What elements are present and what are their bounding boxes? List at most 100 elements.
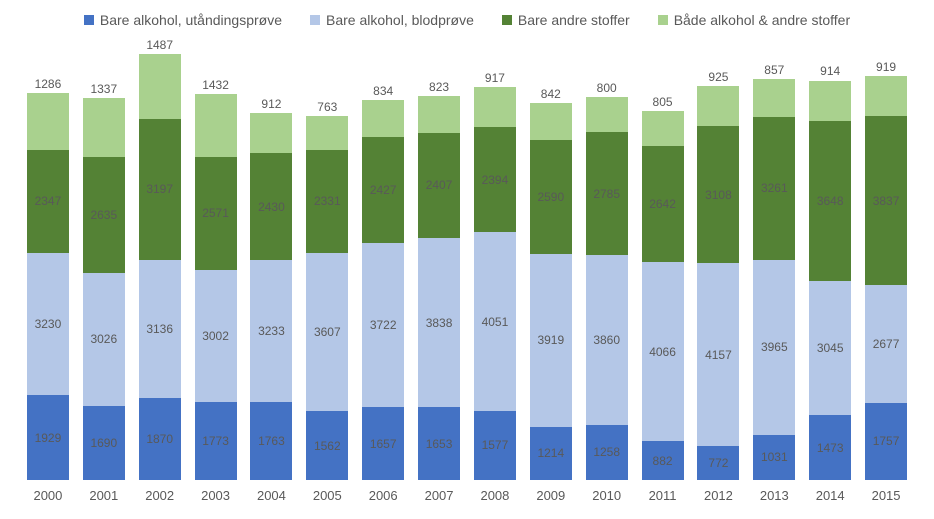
bar-column: 13372635302616902001 <box>76 82 132 503</box>
bar-segment-label: 3002 <box>202 329 229 343</box>
legend-item: Både alkohol & andre stoffer <box>658 12 850 28</box>
bar-segment-label: 772 <box>708 456 728 470</box>
bar-top-label: 1487 <box>146 38 173 52</box>
bar-segment: 3722 <box>362 243 404 407</box>
bar-segment-label: 1258 <box>593 445 620 459</box>
bar-segment-label: 3648 <box>817 194 844 208</box>
bar-segment: 3233 <box>250 260 292 402</box>
bar-segment: 1870 <box>139 398 181 480</box>
bar-segment <box>250 113 292 153</box>
bar-segment-label: 1773 <box>202 434 229 448</box>
bar-segment: 1214 <box>530 427 572 480</box>
bar-segment-label: 1763 <box>258 434 285 448</box>
bar-segment: 2331 <box>306 150 348 253</box>
bar-segment: 2430 <box>250 153 292 260</box>
bar-top-label: 842 <box>541 87 561 101</box>
bar-segment-label: 2331 <box>314 194 341 208</box>
bar-segment-label: 4066 <box>649 345 676 359</box>
bar-segment: 882 <box>642 441 684 480</box>
bar-segment-label: 2427 <box>370 183 397 197</box>
bar-segment-label: 3045 <box>817 341 844 355</box>
bar-column: 925310841577722012 <box>691 70 747 503</box>
bar-segment <box>474 87 516 127</box>
bar-segment: 3838 <box>418 238 460 407</box>
legend-label: Bare alkohol, blodprøve <box>326 12 474 28</box>
bar-segment: 3607 <box>306 253 348 412</box>
bar-segment-label: 3108 <box>705 188 732 202</box>
bar-top-label: 823 <box>429 80 449 94</box>
bar-segment: 3002 <box>195 270 237 402</box>
x-axis-label: 2001 <box>89 488 118 503</box>
legend-label: Bare alkohol, utåndingsprøve <box>100 12 282 28</box>
legend-item: Bare alkohol, utåndingsprøve <box>84 12 282 28</box>
bar-segment <box>642 111 684 146</box>
bar-top-label: 1286 <box>35 77 62 91</box>
bar-segment <box>586 97 628 132</box>
bar-stack: 3261 3965 1031 <box>753 79 795 480</box>
bar-segment <box>195 94 237 157</box>
bar-segment-label: 3965 <box>761 340 788 354</box>
bar-top-label: 919 <box>876 60 896 74</box>
x-axis-label: 2005 <box>313 488 342 503</box>
bar-column: 8342427372216572006 <box>355 84 411 503</box>
bar-segment: 1653 <box>418 407 460 480</box>
bar-segment: 3261 <box>753 117 795 260</box>
bar-top-label: 1432 <box>202 78 229 92</box>
bar-segment-label: 3197 <box>146 182 173 196</box>
x-axis-label: 2003 <box>201 488 230 503</box>
bar-column: 1432 2571 3002 1773 2003 <box>188 78 244 503</box>
bar-segment-label: 3837 <box>873 194 900 208</box>
bar-segment <box>753 79 795 117</box>
x-axis-label: 2002 <box>145 488 174 503</box>
bar-segment: 3197 <box>139 119 181 260</box>
legend-label: Både alkohol & andre stoffer <box>674 12 850 28</box>
bar-segment: 3108 <box>697 126 739 263</box>
bar-segment: 3648 <box>809 121 851 282</box>
bar-segment-label: 3607 <box>314 325 341 339</box>
x-axis-label: 2008 <box>480 488 509 503</box>
bar-column: 9122430323317632004 <box>244 97 300 503</box>
bar-top-label: 805 <box>653 95 673 109</box>
bar-segment-label: 2677 <box>873 337 900 351</box>
bar-column: 9193837267717572015 <box>858 60 914 503</box>
bar-segment <box>530 103 572 140</box>
bar-segment <box>306 116 348 150</box>
plot-area: 1286234732301929200013372635302616902001… <box>20 34 914 503</box>
bar-segment-label: 1473 <box>817 441 844 455</box>
bar-segment: 4066 <box>642 262 684 441</box>
x-axis-label: 2006 <box>369 488 398 503</box>
bar-segment <box>418 96 460 132</box>
bar-segment: 2571 <box>195 157 237 270</box>
bar-segment: 3026 <box>83 273 125 406</box>
bar-segment-label: 3026 <box>90 332 117 346</box>
bar-column: 7632331360715622005 <box>299 100 355 503</box>
bar-segment-label: 1657 <box>370 437 397 451</box>
bar-segment: 2347 <box>27 150 69 253</box>
stacked-bar-chart: Bare alkohol, utåndingsprøve Bare alkohol… <box>0 0 934 519</box>
x-axis-label: 2014 <box>816 488 845 503</box>
bar-segment-label: 3838 <box>426 316 453 330</box>
bar-segment: 3230 <box>27 253 69 395</box>
bar-segment-label: 2407 <box>426 178 453 192</box>
bar-stack: 3648 3045 1473 <box>809 80 851 480</box>
bar-stack: 259039191214 <box>530 103 572 480</box>
bar-stack: 263530261690 <box>83 98 125 480</box>
bar-segment: 1690 <box>83 406 125 480</box>
bar-column: 8573261396510312013 <box>746 63 802 503</box>
bar-segment: 1757 <box>865 403 907 480</box>
x-axis-label: 2004 <box>257 488 286 503</box>
bar-stack: 319731361870 <box>139 54 181 480</box>
x-axis-label: 2011 <box>649 488 677 503</box>
bar-segment: 3860 <box>586 255 628 425</box>
bar-segment <box>865 76 907 116</box>
bar-segment: 1763 <box>250 402 292 480</box>
bar-segment: 1031 <box>753 435 795 480</box>
bar-segment <box>139 54 181 119</box>
bar-segment-label: 1577 <box>482 438 509 452</box>
bar-top-label: 857 <box>764 63 784 77</box>
bar-segment: 772 <box>697 446 739 480</box>
bar-segment-label: 1757 <box>873 434 900 448</box>
bar-segment: 2394 <box>474 127 516 232</box>
legend-swatch <box>658 15 668 25</box>
bar-top-label: 917 <box>485 71 505 85</box>
